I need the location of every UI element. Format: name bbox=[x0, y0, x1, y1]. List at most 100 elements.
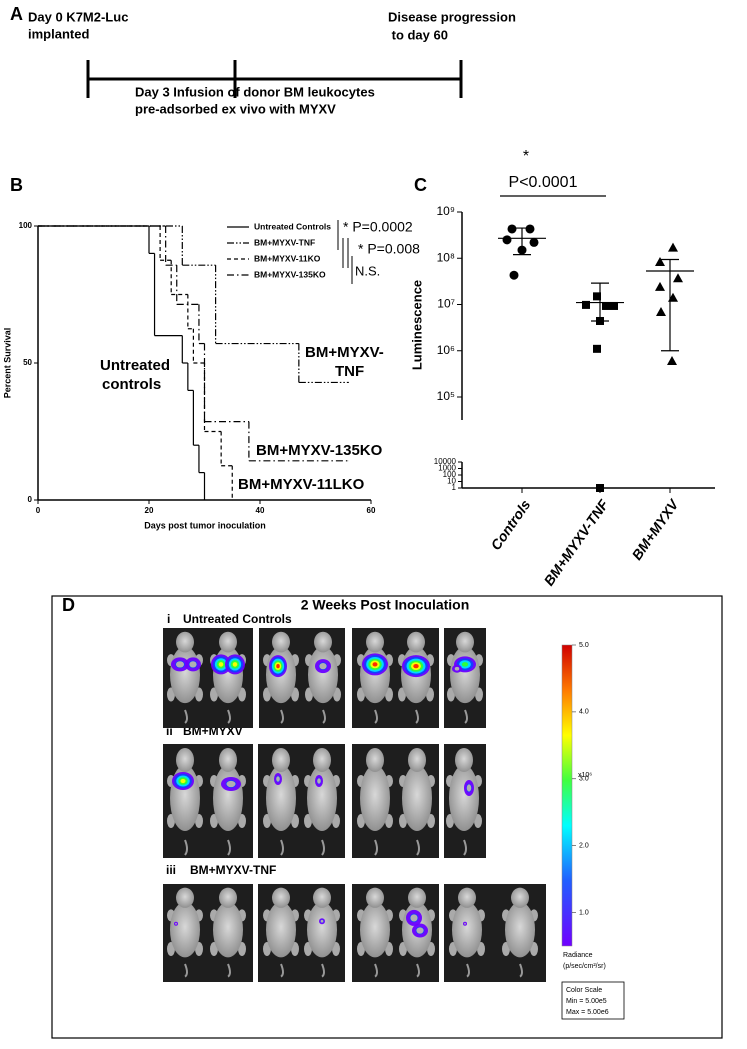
curve-label: BM+MYXV-135KO bbox=[256, 442, 383, 459]
y-tick-label: 1 bbox=[452, 483, 457, 492]
mouse-image bbox=[444, 628, 486, 728]
mouse-tail bbox=[374, 963, 378, 978]
mouse-tail bbox=[227, 963, 231, 978]
x-tick-label: 20 bbox=[145, 506, 154, 515]
mouse-tail bbox=[184, 963, 188, 978]
legend-label: BM+MYXV-135KO bbox=[254, 269, 326, 279]
mouse-image bbox=[258, 884, 345, 982]
data-point bbox=[667, 356, 677, 366]
mouse-head bbox=[313, 748, 331, 772]
data-point bbox=[593, 344, 601, 353]
bracket bbox=[337, 220, 353, 284]
signal bbox=[466, 784, 472, 792]
mouse-tail bbox=[227, 709, 231, 724]
data-point bbox=[582, 300, 590, 309]
mouse-image bbox=[163, 884, 253, 982]
mouse-head bbox=[176, 631, 194, 653]
data-point bbox=[502, 235, 512, 245]
mouse-tail bbox=[374, 839, 378, 856]
mouse-tail bbox=[184, 709, 188, 724]
mouse-tail bbox=[464, 709, 468, 724]
data-point bbox=[507, 224, 517, 234]
data-point bbox=[602, 301, 610, 310]
y-axis-label: Percent Survival bbox=[2, 328, 12, 399]
y-tick-label: 1000 bbox=[438, 464, 456, 473]
row-numeral: i bbox=[167, 612, 170, 626]
mouse-tail bbox=[321, 963, 325, 978]
curve-label: Untreated bbox=[100, 357, 170, 374]
panel-label: B bbox=[10, 175, 23, 195]
signal bbox=[175, 661, 185, 668]
mouse-head bbox=[458, 887, 476, 908]
mouse-head bbox=[366, 748, 384, 772]
mouse-head bbox=[366, 631, 384, 653]
timeline-label: Disease progression bbox=[388, 9, 516, 24]
signal bbox=[276, 776, 280, 782]
x-tick-label: Controls bbox=[487, 497, 533, 553]
signal bbox=[180, 778, 186, 784]
signal bbox=[372, 662, 378, 667]
mouse-tail bbox=[416, 839, 420, 856]
mouse-image bbox=[259, 628, 345, 728]
color-tick-label: 1.0 bbox=[579, 909, 589, 916]
data-point bbox=[655, 256, 665, 266]
x-axis-label: Days post tumor inoculation bbox=[144, 520, 266, 530]
panel-label: C bbox=[414, 175, 427, 195]
legend-label: BM+MYXV-TNF bbox=[254, 237, 315, 247]
mouse-head bbox=[455, 748, 473, 772]
timeline-label: pre-adsorbed ex vivo with MYXV bbox=[135, 101, 336, 116]
legend-label: Untreated Controls bbox=[254, 221, 331, 231]
mouse-image bbox=[444, 744, 486, 858]
mouse-head bbox=[272, 631, 290, 653]
signal bbox=[189, 661, 197, 668]
annotation: * P=0.008 bbox=[358, 241, 420, 257]
mouse-body bbox=[360, 901, 390, 958]
mouse-head bbox=[176, 748, 194, 772]
mouse-head bbox=[366, 887, 384, 908]
curve-label: controls bbox=[102, 376, 161, 393]
mouse-body bbox=[449, 765, 479, 831]
color-tick-label: 2.0 bbox=[579, 843, 589, 850]
row-numeral: iii bbox=[166, 863, 176, 877]
data-point bbox=[525, 224, 535, 234]
color-legend: Max = 5.00e6 bbox=[566, 1009, 609, 1016]
panel-frame bbox=[51, 595, 723, 1039]
mouse-head bbox=[219, 887, 237, 908]
data-point bbox=[673, 273, 683, 283]
timeline bbox=[86, 60, 463, 98]
curve-label: BM+MYXV-11LKO bbox=[238, 476, 365, 493]
signal bbox=[317, 778, 321, 784]
mouse-body bbox=[307, 765, 337, 831]
color-tick-label: 4.0 bbox=[579, 709, 589, 716]
mouse-tail bbox=[416, 963, 420, 978]
signal bbox=[461, 662, 469, 667]
x-tick-label: 0 bbox=[36, 506, 41, 515]
color-legend-box bbox=[561, 981, 625, 1020]
signal bbox=[276, 663, 280, 669]
timeline-label: to day 60 bbox=[388, 27, 448, 42]
color-tick-label: 3.0 bbox=[579, 776, 589, 783]
y-tick-label: 10 bbox=[447, 477, 456, 486]
mouse-tail bbox=[280, 963, 284, 978]
mouse-head bbox=[456, 631, 474, 653]
timeline-label: Day 0 K7M2-Luc bbox=[28, 9, 128, 24]
y-tick-label: 10000 bbox=[434, 457, 457, 466]
mouse-body bbox=[402, 765, 432, 831]
signal bbox=[319, 662, 327, 670]
signal bbox=[454, 666, 460, 671]
mouse-body bbox=[450, 646, 480, 704]
mouse-tail bbox=[374, 709, 378, 724]
mouse-head bbox=[408, 887, 426, 908]
mouse-image bbox=[163, 744, 253, 858]
y-tick-label: 100 bbox=[443, 470, 457, 479]
mouse-body bbox=[360, 765, 390, 831]
signal bbox=[416, 927, 424, 934]
data-point bbox=[529, 237, 539, 247]
timeline-label: implanted bbox=[28, 26, 89, 41]
mouse-head bbox=[219, 748, 237, 772]
mouse-tail bbox=[280, 839, 284, 856]
x-tick-label: 40 bbox=[256, 506, 265, 515]
y-tick-label: 100 bbox=[19, 221, 33, 230]
mouse-tail bbox=[227, 839, 231, 856]
row-label: Untreated Controls bbox=[183, 612, 292, 626]
